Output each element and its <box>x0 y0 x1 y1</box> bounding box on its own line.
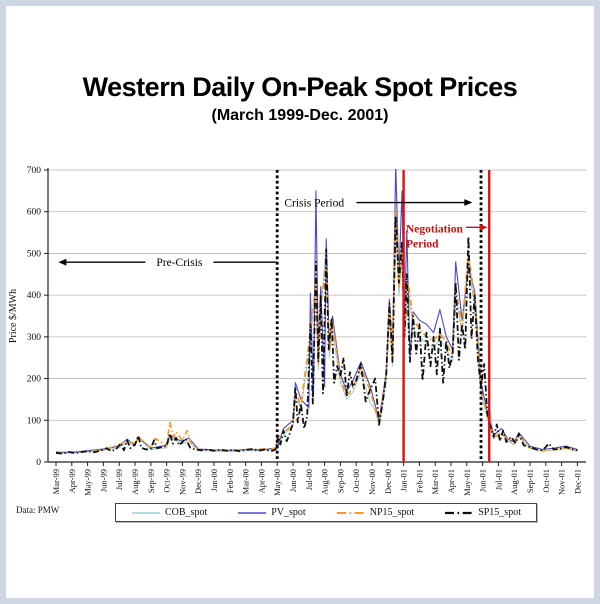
y-tick-label: 700 <box>27 166 42 176</box>
x-tick-label: Dec-99 <box>193 469 203 494</box>
chart-title: Western Daily On-Peak Spot Prices <box>82 72 518 102</box>
x-tick-label: Aug-99 <box>130 469 140 495</box>
series-SP15_spot <box>55 215 578 455</box>
legend-label: PV_spot <box>271 507 306 518</box>
pre-crisis-label-bg <box>145 254 214 269</box>
x-tick-label: Jul-01 <box>493 469 503 490</box>
x-tick-label: Dec-00 <box>383 469 393 494</box>
x-tick-label: Jan-01 <box>399 469 409 492</box>
x-tick-label: Apr-01 <box>446 469 456 493</box>
y-tick-label: 0 <box>36 458 41 468</box>
x-tick-label: Nov-01 <box>557 469 567 495</box>
x-tick-label: Sep-99 <box>146 469 156 493</box>
y-tick-label: 600 <box>27 208 42 218</box>
legend-item-PV_spot: PV_spot <box>237 507 306 518</box>
legend-item-NP15_spot: NP15_spot <box>336 507 414 518</box>
x-tick-label: May-99 <box>83 469 93 496</box>
x-tick-label: May-01 <box>462 469 472 496</box>
series-group <box>55 169 578 455</box>
x-tick-label: Jun-99 <box>98 469 108 492</box>
y-tick-label: 300 <box>27 333 42 343</box>
chart-subtitle: (March 1999-Dec. 2001) <box>211 107 389 124</box>
x-tick-label: Aug-00 <box>320 469 330 495</box>
x-tick-label: May-00 <box>272 469 282 496</box>
x-tick-label: Jun-00 <box>288 469 298 492</box>
x-tick-label: Jul-99 <box>114 469 124 490</box>
x-tick-label: Feb-00 <box>225 469 235 493</box>
legend-line-sample <box>336 511 365 514</box>
x-tick-label: Oct-00 <box>351 469 361 493</box>
arrowhead <box>58 258 67 266</box>
y-tick-label: 200 <box>27 375 42 385</box>
negotiation-period-label-line2: Period <box>406 238 439 250</box>
x-tick-label: Sep-01 <box>525 469 535 493</box>
arrowhead <box>464 199 473 206</box>
y-tick-label: 100 <box>27 416 42 426</box>
y-tick-label: 500 <box>27 249 42 259</box>
crisis-period-label: Crisis Period <box>284 198 344 210</box>
x-tick-label: Oct-99 <box>162 469 172 493</box>
legend-label: NP15_spot <box>369 507 415 518</box>
x-tick-label: Dec-01 <box>572 469 582 494</box>
x-tick-label: Nov-99 <box>177 469 187 495</box>
slide-page: Western Daily On-Peak Spot Prices (March… <box>6 6 594 598</box>
data-source-note: Data: PMW <box>16 505 60 515</box>
x-tick-label: Mar-01 <box>430 469 440 494</box>
x-tick-label: Nov-00 <box>367 469 377 495</box>
legend-line-sample <box>132 511 160 514</box>
series-NP15_spot <box>55 206 578 455</box>
x-tick-label: Feb-01 <box>414 469 424 493</box>
x-tick-label: Jan-00 <box>209 469 219 492</box>
arrowhead <box>479 223 488 231</box>
x-tick-label: Mar-00 <box>241 469 251 494</box>
x-tick-label: Aug-01 <box>509 469 519 495</box>
legend-item-SP15_spot: SP15_spot <box>444 507 521 518</box>
y-axis-title: Price $/MWh <box>8 289 19 343</box>
x-tick-label: Sep-00 <box>335 469 345 493</box>
x-tick-label: Apr-99 <box>67 469 77 493</box>
legend-item-COB_spot: COB_spot <box>131 507 207 518</box>
legend-label: COB_spot <box>165 507 208 518</box>
legend-line-sample <box>445 511 474 514</box>
legend-label: SP15_spot <box>478 507 521 518</box>
x-tick-label: Jul-00 <box>304 469 314 490</box>
spot-price-chart: 0 100 200 300 400 500 600 700 Price $/MWh Mar-99 A… <box>8 166 586 496</box>
pre-crisis-label: Pre-Crisis <box>156 257 203 269</box>
y-tick-label: 400 <box>27 291 42 301</box>
x-tick-label: Apr-00 <box>256 469 266 493</box>
x-tick-label: Oct-01 <box>541 469 551 493</box>
x-tick-label: Mar-99 <box>51 469 61 494</box>
x-tick-label: Jun-01 <box>478 469 488 492</box>
chart-legend: COB_spot PV_spot NP15_spot SP15_spot <box>115 503 537 522</box>
legend-line-sample <box>238 511 267 514</box>
negotiation-period-label-line1: Negotiation <box>406 223 463 235</box>
